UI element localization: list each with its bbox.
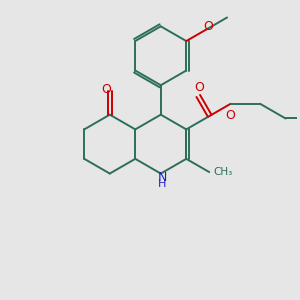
Text: N: N [158, 171, 167, 184]
Text: O: O [101, 83, 111, 96]
Text: O: O [203, 20, 213, 33]
Text: O: O [226, 109, 236, 122]
Text: CH₃: CH₃ [214, 167, 233, 177]
Text: O: O [194, 82, 204, 94]
Text: H: H [158, 179, 166, 189]
